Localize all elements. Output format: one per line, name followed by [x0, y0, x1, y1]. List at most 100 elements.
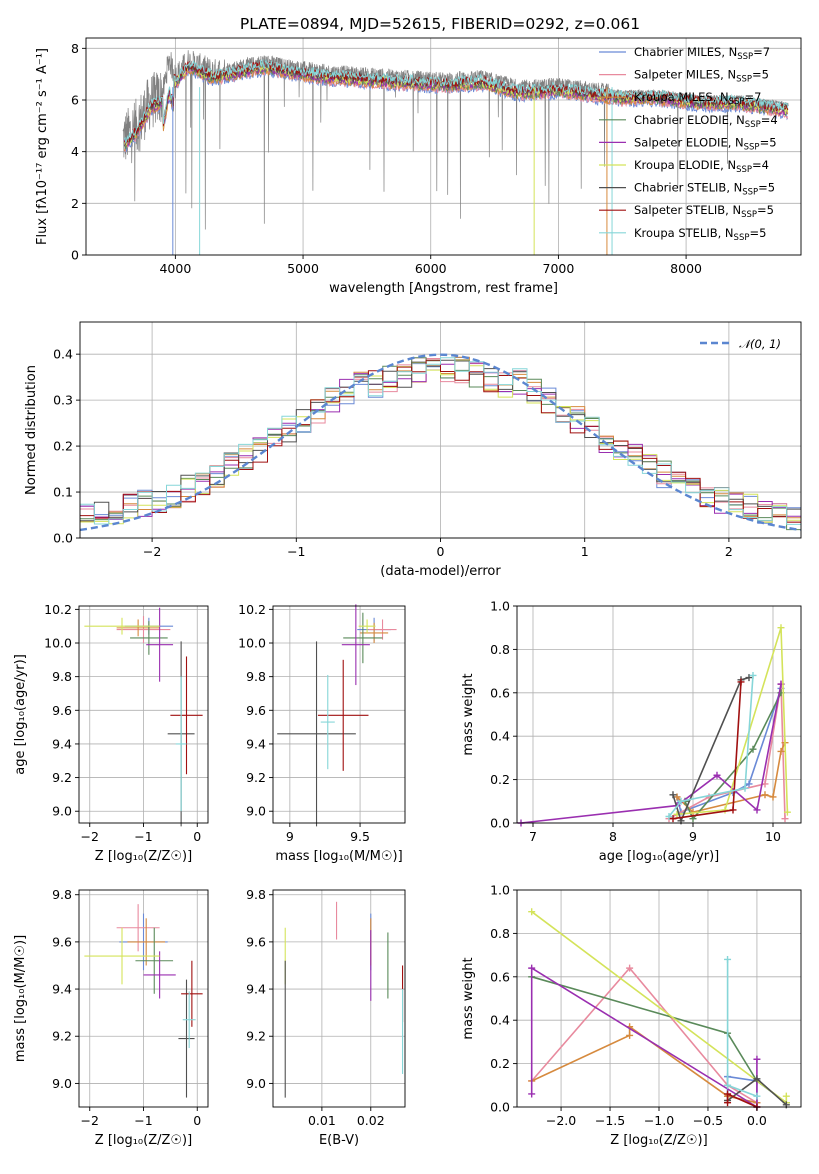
age-vs-mass-panel: 9 9.5 9.0 9.2 9.4 9.6 9.8 10.0 10.2 mass [log₁₀(M… — [238, 602, 406, 864]
weight-marker — [782, 1092, 790, 1100]
x-tick-label: −2 — [143, 544, 161, 559]
y-tick-label: 9.4 — [52, 736, 72, 751]
plot-area — [284, 901, 404, 1098]
errorbar-point — [146, 607, 174, 682]
axes-frame: −2 −1 0 1 2 0.0 0.1 0.2 0.3 0.4 (data-model)/error… — [24, 321, 802, 579]
x-tick-label: −2.0 — [546, 1113, 576, 1128]
weight-marker — [741, 784, 749, 792]
y-tick-label: 9.0 — [246, 804, 266, 819]
weight-marker — [769, 793, 777, 801]
residuals-panel: −2 −1 0 1 2 0.0 0.1 0.2 0.3 0.4 (data-model)/error… — [24, 321, 802, 579]
y-tick-label: 9.0 — [246, 1076, 266, 1091]
y-tick-label: 0.6 — [490, 685, 510, 700]
x-tick-label: 1 — [581, 544, 589, 559]
y-tick-label: 9.6 — [246, 703, 266, 718]
y-tick-label: 0.8 — [490, 642, 510, 657]
axes-frame: 9 9.5 9.0 9.2 9.4 9.6 9.8 10.0 10.2 mass [log₁₀(M… — [238, 602, 406, 864]
spectrum-legend: Chabrier MILES, NSSP=7 Salpeter MILES, NS… — [599, 45, 778, 243]
y-tick-label: 0 — [71, 248, 79, 263]
legend-entry: Salpeter ELODIE, NSSP=5 — [634, 135, 777, 152]
plot-area — [122, 50, 789, 255]
x-axis-label: Z [log₁₀(Z/Z☉)] — [95, 849, 192, 864]
errorbar-point — [130, 621, 168, 655]
legend-entry: Chabrier ELODIE, NSSP=4 — [634, 113, 778, 130]
x-tick-label: 0.02 — [357, 1113, 385, 1128]
errorbar-point — [341, 604, 370, 686]
weight-marker — [677, 797, 685, 805]
weight-marker — [626, 1031, 634, 1039]
x-axis-label: wavelength [Angstrom, rest frame] — [329, 281, 558, 296]
weight-marker — [753, 1092, 761, 1100]
weight-marker — [724, 1081, 732, 1089]
weight-marker — [783, 808, 791, 816]
errorbar-point — [178, 979, 195, 1098]
errorbar-point — [343, 612, 383, 664]
weight-marker — [724, 1099, 732, 1107]
legend-entry: Kroupa ELODIE, NSSP=4 — [634, 158, 769, 175]
weight-marker — [669, 815, 677, 823]
y-tick-label: 9.0 — [52, 1076, 72, 1091]
y-tick-label: 0.6 — [490, 969, 510, 984]
weight-marker — [528, 964, 536, 972]
y-tick-label: 9.4 — [246, 736, 266, 751]
y-tick-label: 10.0 — [238, 636, 266, 651]
y-tick-label: 10.2 — [44, 602, 72, 617]
figure-title: PLATE=0894, MJD=52615, FIBERID=0292, z=0… — [240, 15, 640, 33]
x-tick-label: 6000 — [415, 261, 447, 276]
y-tick-label: 10.2 — [238, 602, 266, 617]
x-tick-label: −1 — [134, 1113, 152, 1128]
x-tick-label: 0 — [193, 1113, 201, 1128]
errorbar-point — [368, 619, 397, 640]
weight-line-8 — [726, 959, 758, 1097]
y-axis-label: mass [log₁₀(M/M☉)] — [13, 935, 28, 1062]
x-tick-label: 10 — [765, 829, 781, 844]
errorbar-point — [182, 991, 196, 1049]
weight-marker — [724, 955, 732, 963]
plot-area — [84, 607, 203, 827]
x-axis-label: mass [log₁₀(M/M☉)] — [275, 849, 402, 864]
x-tick-label: −2 — [81, 829, 99, 844]
y-tick-label: 9.2 — [246, 1029, 266, 1044]
weight-marker — [749, 745, 757, 753]
errorbar-point — [181, 960, 203, 1027]
weight-marker — [777, 624, 785, 632]
y-tick-label: 0.0 — [490, 1100, 510, 1115]
y-tick-label: 6 — [71, 93, 79, 108]
x-tick-label: 8 — [609, 829, 617, 844]
y-tick-label: 9.4 — [52, 982, 72, 997]
y-tick-label: 9.8 — [246, 887, 266, 902]
y-tick-label: 0.8 — [490, 926, 510, 941]
x-tick-label: 7 — [529, 829, 537, 844]
errorbar-point — [320, 674, 335, 770]
errorbar-point — [358, 619, 376, 633]
weight-marker — [673, 793, 681, 801]
errorbar-point — [277, 641, 356, 827]
x-tick-label: 0 — [437, 544, 445, 559]
weight-marker — [528, 908, 536, 916]
y-tick-label: 4 — [71, 144, 79, 159]
x-tick-label: −2 — [81, 1113, 99, 1128]
axes-box — [85, 37, 802, 256]
legend-entry: Chabrier STELIB, NSSP=5 — [634, 181, 775, 198]
x-axis-label: E(B-V) — [319, 1133, 359, 1148]
y-tick-label: 0.2 — [490, 1056, 510, 1071]
y-tick-label: 10.0 — [44, 636, 72, 651]
mass-vs-EBV-panel: 0.01 0.02 9.0 9.2 9.4 9.6 9.8 E(B-V) — [246, 887, 406, 1148]
x-tick-label: 0 — [193, 829, 201, 844]
residual-legend: 𝒩(0, 1) — [700, 337, 781, 351]
grid — [273, 890, 405, 1107]
axes-frame: −2 −1 0 9.0 9.2 9.4 9.6 9.8 10.0 10.2 Z [log₁₀(Z/Z… — [13, 602, 209, 864]
y-tick-label: 9.6 — [52, 934, 72, 949]
legend-entry: Salpeter MILES, NSSP=5 — [634, 68, 769, 85]
x-tick-label: −0.5 — [693, 1113, 723, 1128]
y-tick-label: 9.2 — [52, 770, 72, 785]
y-tick-label: 9.0 — [52, 804, 72, 819]
weight-line-3 — [684, 692, 782, 821]
axes-frame: 7 8 9 10 0.0 0.2 0.4 0.6 0.8 1.0 age [log₁₀(age/yr… — [461, 599, 802, 864]
x-tick-label: 8000 — [670, 261, 702, 276]
x-tick-label: 5000 — [287, 261, 319, 276]
y-tick-label: 9.4 — [246, 982, 266, 997]
y-tick-label: 0.4 — [53, 347, 73, 362]
y-tick-label: 0.0 — [53, 531, 73, 546]
